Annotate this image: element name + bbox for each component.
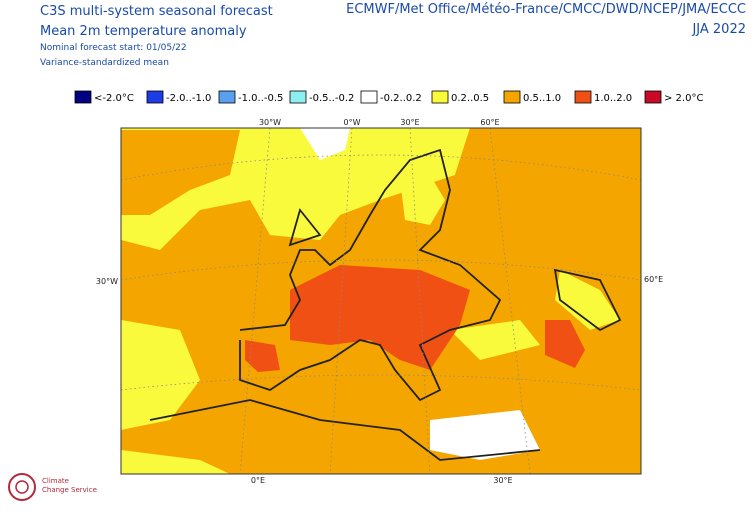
legend-swatch xyxy=(289,90,307,104)
legend-swatch xyxy=(644,90,662,104)
legend-label: -0.2..0.2 xyxy=(380,93,422,104)
legend-swatch xyxy=(503,90,521,104)
title: Mean 2m temperature anomaly xyxy=(40,24,247,39)
legend-label: -1.0..-0.5 xyxy=(238,93,283,104)
note: Nominal forecast start: 01/05/22 xyxy=(40,43,187,53)
legend-label: <-2.0°C xyxy=(94,93,134,104)
logo-text: Change Service xyxy=(42,486,97,494)
logo: Climate Change Service xyxy=(8,473,97,501)
legend-label: 0.2..0.5 xyxy=(451,93,489,104)
logo-text: Climate xyxy=(42,477,69,485)
legend-swatch xyxy=(431,90,449,104)
legend-swatch xyxy=(74,90,92,104)
legend-label: -0.5..-0.2 xyxy=(309,93,354,104)
legend: <-2.0°C -2.0..-1.0 -1.0..-0.5 -0.5..-0.2 -0.… xyxy=(74,90,703,104)
graticule-label: 0°W xyxy=(344,118,361,127)
graticule-label: 60°E xyxy=(644,275,663,284)
source: ECMWF/Met Office/Météo-France/CMCC/DWD/N… xyxy=(346,2,746,17)
legend-label: -2.0..-1.0 xyxy=(166,93,211,104)
graticule-label: 30°E xyxy=(493,476,512,485)
legend-swatch xyxy=(146,90,164,104)
legend-label: > 2.0°C xyxy=(664,93,703,104)
graticule-label: 30°W xyxy=(259,118,281,127)
graticule-label: 60°E xyxy=(480,118,499,127)
legend-swatch xyxy=(360,90,378,104)
map-frame xyxy=(120,127,642,475)
graticule-label: 0°E xyxy=(251,476,265,485)
title: C3S multi-system seasonal forecast xyxy=(40,4,273,19)
map xyxy=(121,128,641,474)
legend-label: 1.0..2.0 xyxy=(594,93,632,104)
note: Variance-standardized mean xyxy=(40,58,169,68)
legend-label: 0.5..1.0 xyxy=(523,93,561,104)
graticule-label: 30°W xyxy=(96,277,118,286)
legend-swatch xyxy=(574,90,592,104)
legend-swatch xyxy=(218,90,236,104)
period: JJA 2022 xyxy=(691,22,746,37)
graticule-label: 30°E xyxy=(400,118,419,127)
